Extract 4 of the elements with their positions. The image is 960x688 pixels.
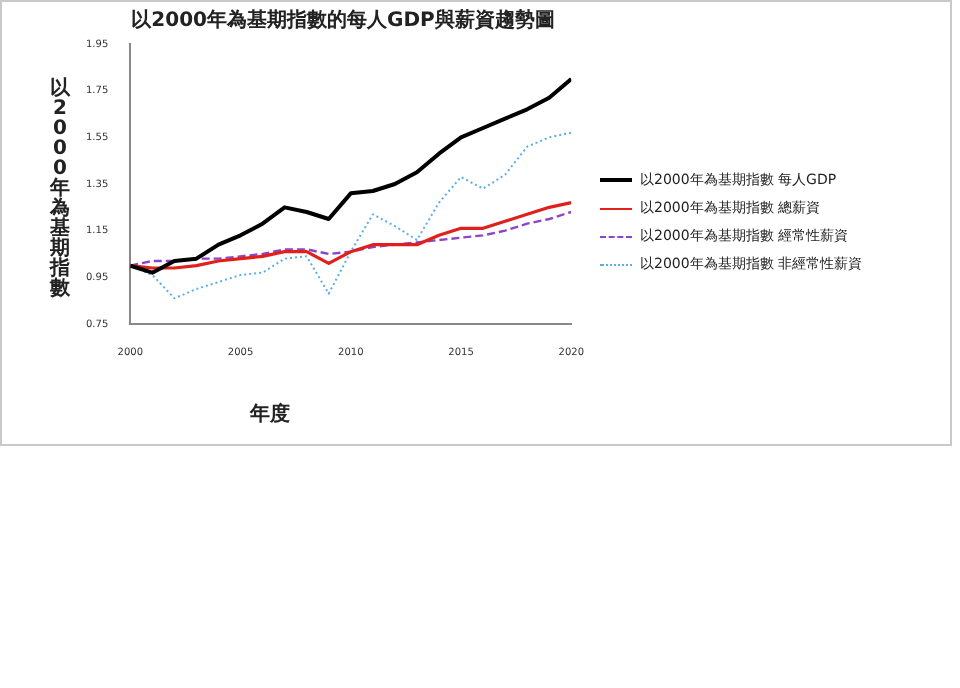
x-axis-title: 年度 <box>247 400 292 428</box>
chart-title: 以2000年為基期指數的每人GDP與薪資趨勢圖 <box>129 7 557 34</box>
text: 以2000年為基期指數 <box>50 78 70 300</box>
line-series <box>130 210 572 267</box>
